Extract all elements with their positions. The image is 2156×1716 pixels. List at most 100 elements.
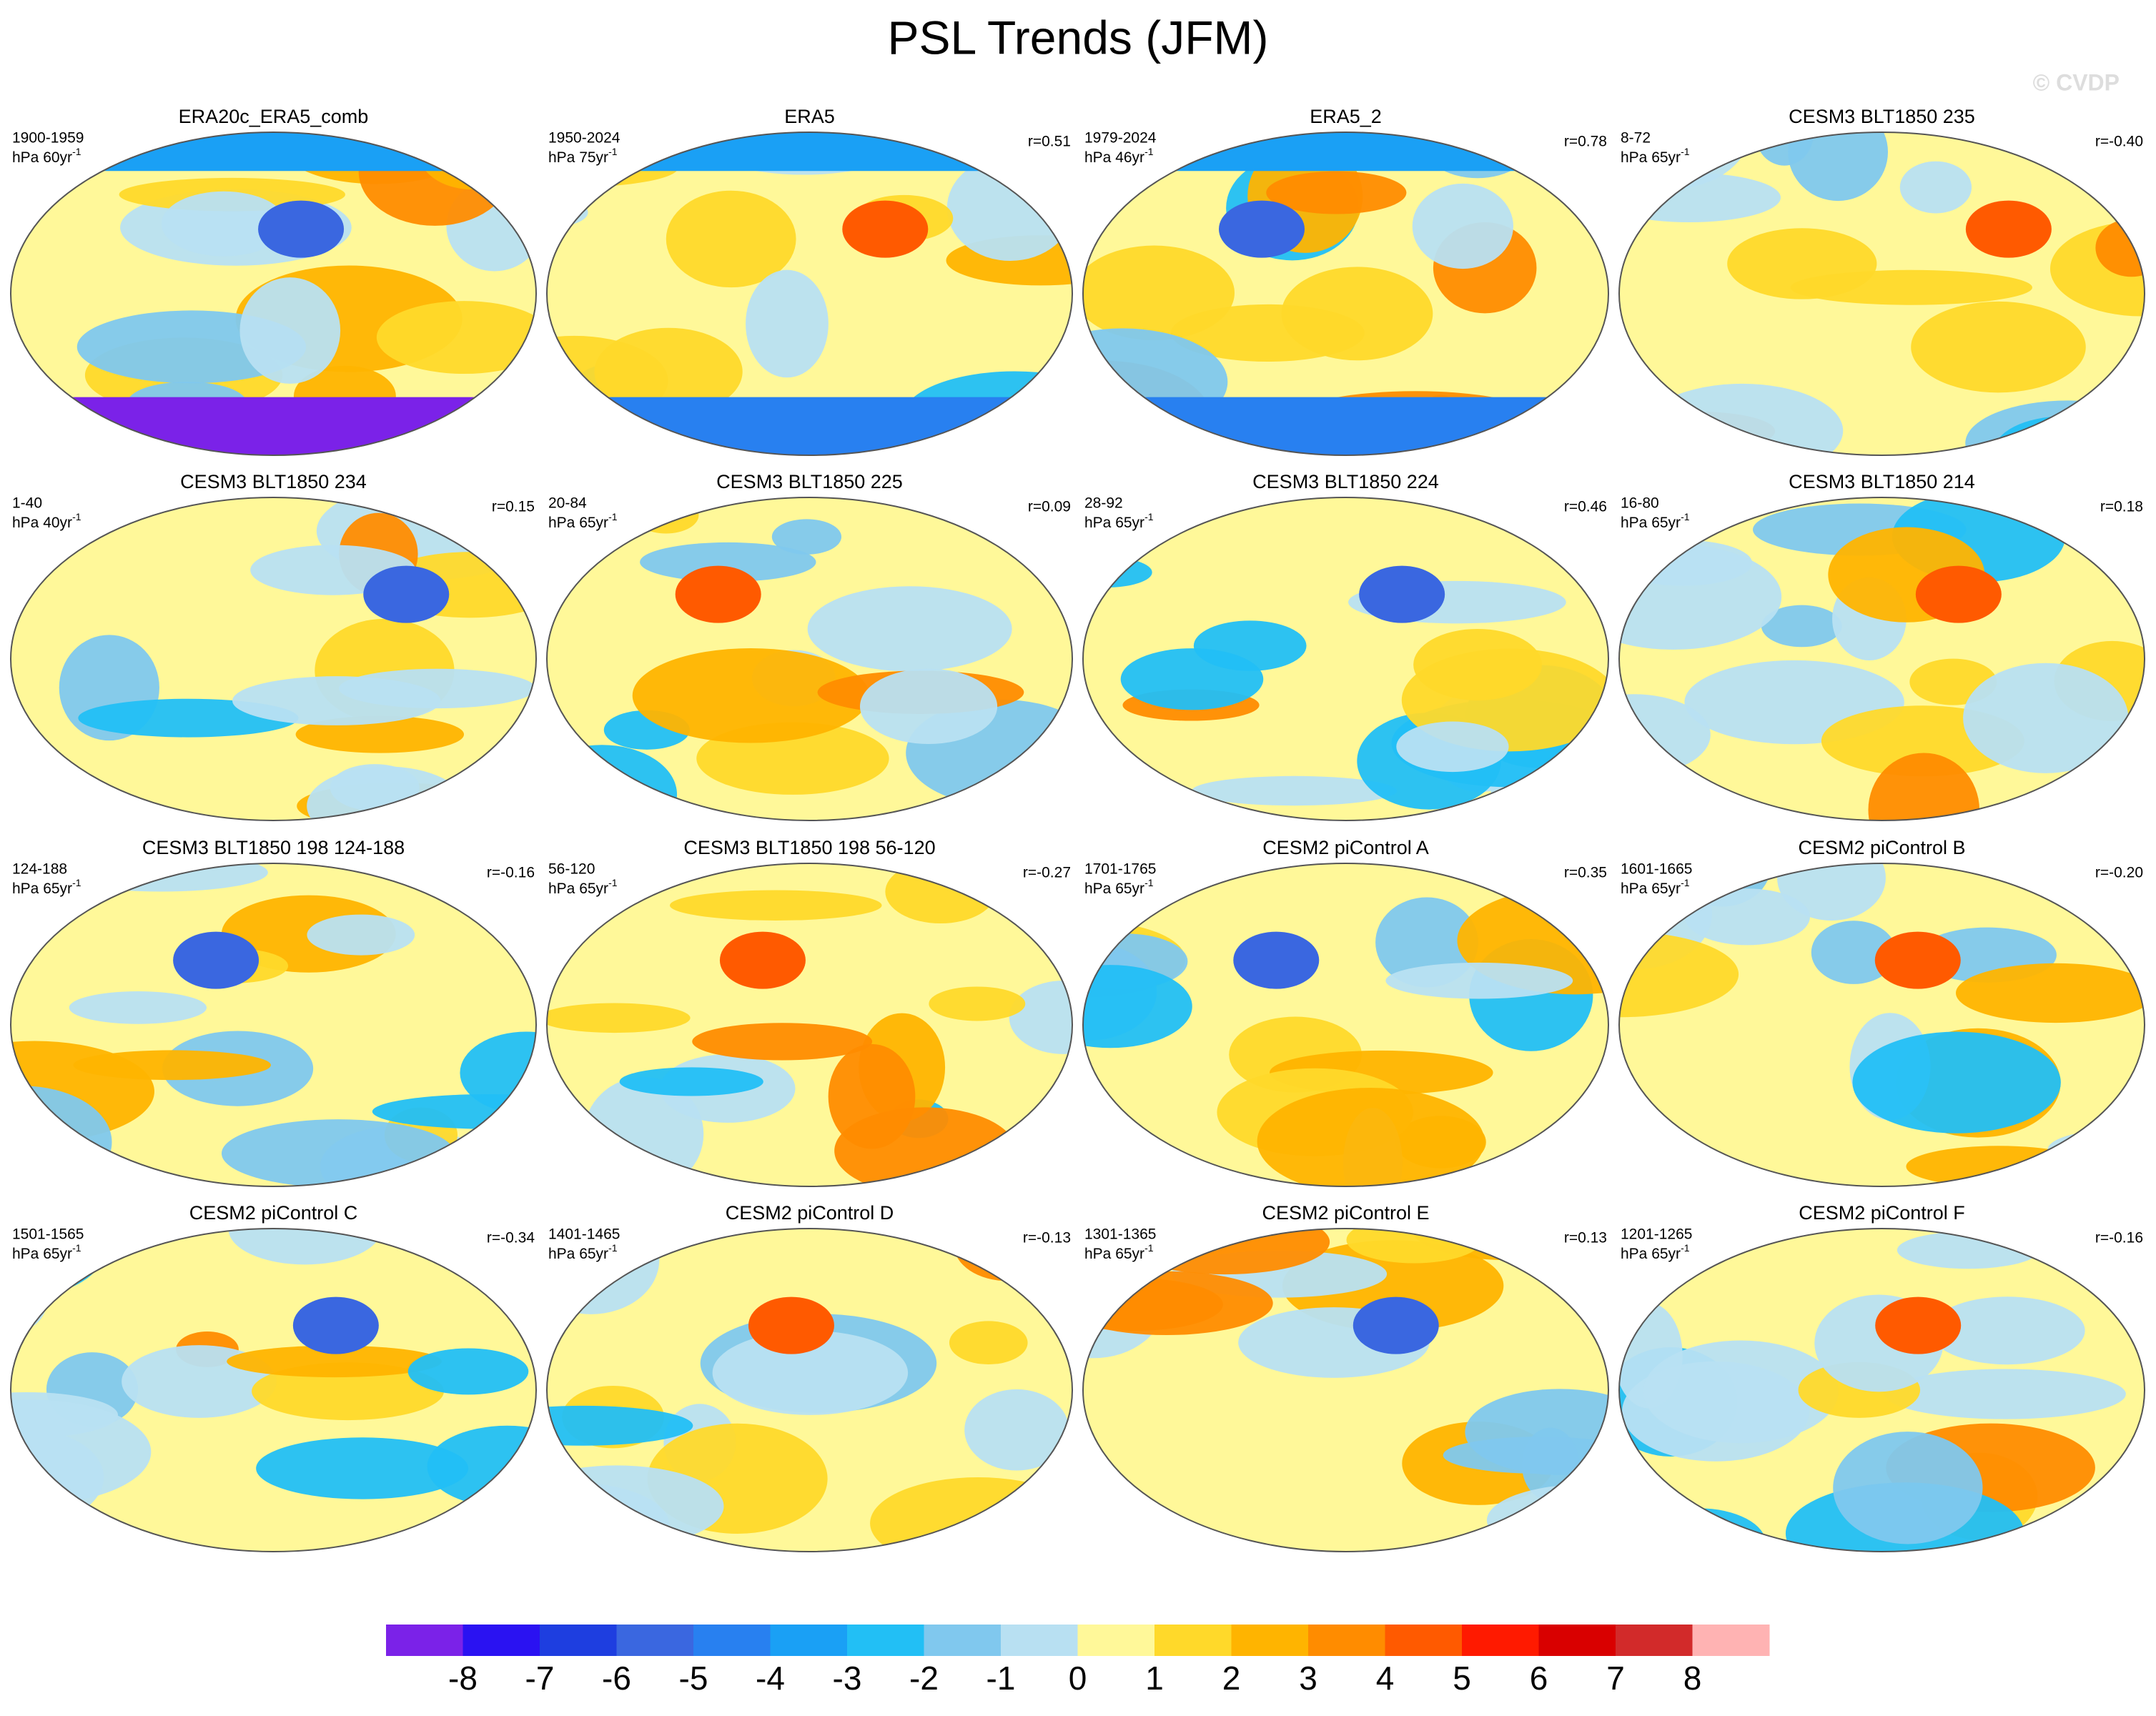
map-border [1082, 863, 1609, 1187]
units-exponent: -1 [1144, 511, 1154, 522]
contour-region [746, 269, 829, 378]
units-text: hPa 65yr [12, 881, 72, 897]
contour-region [834, 1107, 1017, 1186]
contour-region [1884, 1369, 2126, 1419]
colorbar-box [847, 1625, 924, 1656]
contour-region [363, 565, 450, 623]
contour-region [547, 397, 1072, 455]
panel-units: hPa 65yr-1 [1621, 511, 1690, 531]
contour-region [870, 1477, 1072, 1552]
colorbar-box [1001, 1625, 1078, 1656]
panel-units: hPa 65yr-1 [548, 511, 618, 531]
colorbar-box [1616, 1625, 1693, 1656]
panel-title: CESM3 BLT1850 234 [180, 471, 367, 492]
colorbar-label: -3 [833, 1660, 862, 1697]
colorbar-box [1462, 1625, 1539, 1656]
contour-region [1012, 497, 1072, 542]
panel-correlation: r=0.09 [1028, 499, 1071, 515]
panel-units: hPa 65yr-1 [1621, 146, 1690, 166]
panel-title: CESM3 BLT1850 198 124-188 [142, 837, 405, 858]
panel-units: hPa 65yr-1 [1084, 877, 1154, 897]
panel-title: CESM3 BLT1850 214 [1789, 471, 1975, 492]
panel-units: hPa 65yr-1 [12, 1242, 81, 1262]
colorbar-label: 0 [1069, 1660, 1087, 1697]
colorbar-label: 2 [1222, 1660, 1241, 1697]
map-border [546, 863, 1073, 1187]
panel-correlation: r=0.13 [1564, 1230, 1607, 1246]
contour-region [232, 676, 441, 725]
panel-units: hPa 65yr-1 [1084, 1242, 1154, 1262]
colorbar-label: -5 [679, 1660, 708, 1697]
units-text: hPa 65yr [548, 515, 608, 531]
units-exponent: -1 [72, 1242, 81, 1254]
units-exponent: -1 [1681, 511, 1690, 522]
contour-region [1899, 161, 1972, 214]
contour-region [1385, 962, 1573, 999]
colorbar-label: -8 [448, 1660, 478, 1697]
units-exponent: -1 [608, 146, 618, 157]
map-field [11, 132, 536, 455]
panel-correlation: r=-0.20 [2095, 865, 2143, 881]
map-field [1619, 1229, 2145, 1552]
contour-region [949, 783, 1059, 820]
panel-period: 1301-1365 [1084, 1226, 1156, 1243]
panel-period: 1401-1465 [548, 1226, 620, 1243]
panel-correlation: r=0.15 [492, 499, 535, 515]
contour-region [719, 931, 806, 989]
units-exponent: -1 [1144, 1242, 1154, 1254]
contour-region [547, 412, 637, 455]
contour-region [1083, 132, 1608, 172]
contour-region [1868, 753, 1980, 820]
watermark: © CVDP [2033, 69, 2120, 95]
colorbar-label: -2 [909, 1660, 939, 1697]
contour-region [1353, 1296, 1439, 1354]
contour-region [1761, 605, 1842, 648]
contour-region [73, 1050, 271, 1081]
map-border [546, 1228, 1073, 1552]
figure-title: PSL Trends (JFM) [888, 11, 1269, 64]
contour-region [256, 1437, 469, 1499]
map-border [1618, 497, 2145, 821]
colorbar-label: 4 [1376, 1660, 1395, 1697]
contour-region [807, 586, 1012, 672]
units-exponent: -1 [608, 877, 618, 888]
contour-region [239, 277, 341, 384]
contour-region [1192, 775, 1398, 806]
contour-region [885, 863, 997, 924]
units-exponent: -1 [1681, 146, 1690, 157]
panel-correlation: r=-0.27 [1023, 865, 1071, 881]
contour-region [748, 1296, 834, 1354]
map-field [1619, 132, 2145, 455]
contour-region [1727, 228, 1877, 299]
contour-region [11, 132, 536, 172]
contour-region [1083, 397, 1608, 455]
panel-units: hPa 65yr-1 [1621, 877, 1690, 897]
panel-units: hPa 75yr-1 [548, 146, 618, 166]
contour-region [1413, 628, 1542, 700]
contour-region [1956, 963, 2145, 1023]
panel-title: ERA20c_ERA5_comb [179, 106, 369, 127]
contour-region [1266, 171, 1407, 214]
panel-title: CESM3 BLT1850 224 [1252, 471, 1439, 492]
colorbar-box [1538, 1625, 1616, 1656]
units-exponent: -1 [72, 146, 81, 157]
panel-title: CESM2 piControl C [189, 1202, 358, 1224]
contour-region [11, 1399, 152, 1504]
units-text: hPa 65yr [1084, 881, 1144, 897]
panel-units: hPa 60yr-1 [12, 146, 81, 166]
contour-region [929, 986, 1026, 1021]
panel-correlation: r=-0.40 [2095, 134, 2143, 150]
panel-units: hPa 40yr-1 [12, 511, 81, 531]
colorbar-label: 1 [1145, 1660, 1164, 1697]
units-text: hPa 46yr [1084, 149, 1144, 166]
panel-correlation: r=0.35 [1564, 865, 1607, 881]
panel-period: 1950-2024 [548, 130, 620, 147]
units-exponent: -1 [608, 511, 618, 522]
contour-region [1911, 301, 2086, 393]
panel-correlation: r=-0.16 [2095, 1230, 2143, 1246]
